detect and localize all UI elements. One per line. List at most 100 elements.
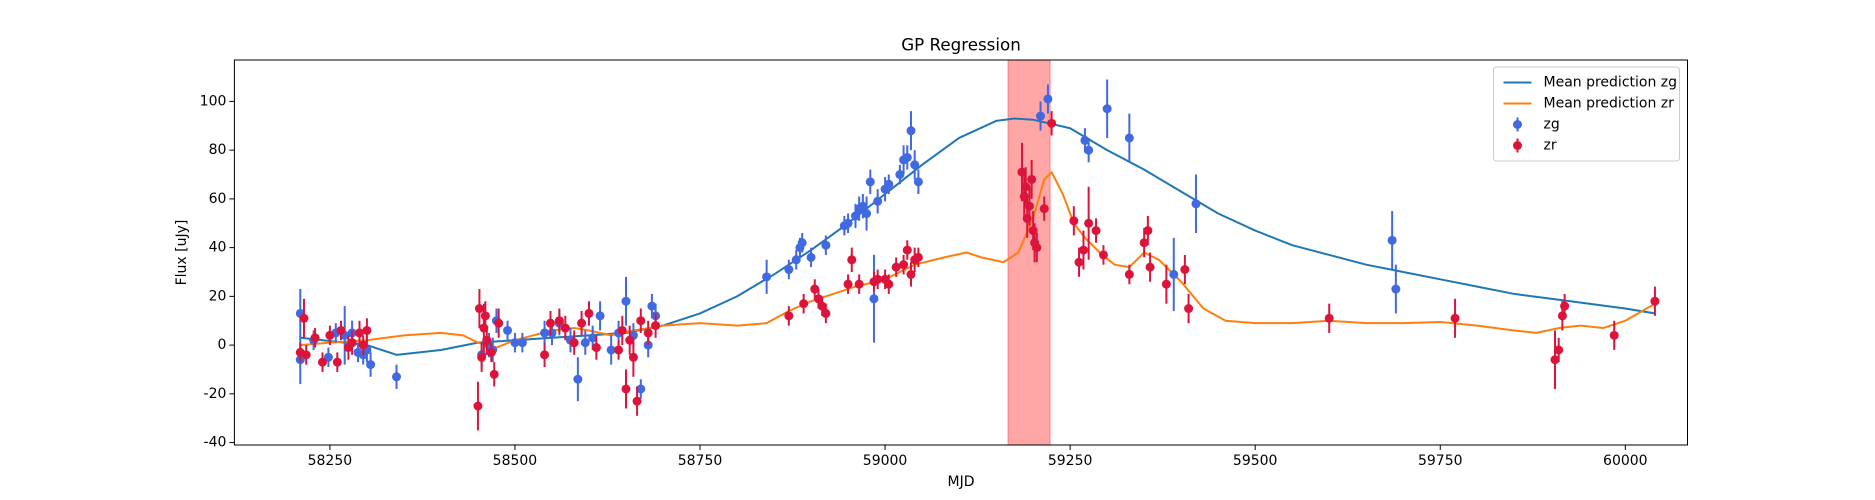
data-point xyxy=(347,338,357,348)
data-point xyxy=(510,338,520,348)
y-tick-label: 80 xyxy=(209,142,227,158)
data-point xyxy=(362,325,372,335)
data-point xyxy=(591,343,601,353)
data-point xyxy=(1387,235,1397,245)
data-point xyxy=(477,352,487,362)
mean-line xyxy=(300,117,1656,356)
data-point xyxy=(806,252,816,262)
highlight-span xyxy=(1007,60,1051,445)
data-point xyxy=(1084,218,1094,228)
y-tick-label: 20 xyxy=(209,288,227,304)
data-point xyxy=(503,325,513,335)
legend-label: zg xyxy=(1544,117,1560,133)
data-point xyxy=(858,201,868,211)
data-point xyxy=(540,350,550,360)
data-point xyxy=(1017,167,1027,177)
data-point xyxy=(1161,279,1171,289)
data-point xyxy=(614,345,624,355)
data-point xyxy=(643,328,653,338)
data-point xyxy=(358,340,368,350)
data-point xyxy=(1184,304,1194,314)
data-point xyxy=(862,209,872,219)
data-point xyxy=(479,323,489,333)
data-point xyxy=(1650,296,1660,306)
data-point xyxy=(1145,262,1155,272)
data-point xyxy=(1084,145,1094,155)
data-point xyxy=(355,328,365,338)
data-point xyxy=(332,357,342,367)
data-point xyxy=(474,304,484,314)
legend-label: zr xyxy=(1544,138,1557,154)
data-point xyxy=(913,177,923,187)
data-point xyxy=(891,262,901,272)
legend-swatch xyxy=(1513,141,1522,150)
data-point xyxy=(473,401,483,411)
data-point xyxy=(1124,269,1134,279)
data-point xyxy=(843,279,853,289)
data-point xyxy=(628,352,638,362)
data-point xyxy=(910,160,920,170)
data-point xyxy=(1450,313,1460,323)
chart-title: GP Regression xyxy=(901,35,1021,55)
data-point xyxy=(1032,243,1042,253)
data-point xyxy=(1022,213,1032,223)
data-point xyxy=(1124,133,1134,143)
data-point xyxy=(317,357,327,367)
data-point xyxy=(1091,226,1101,236)
legend-box xyxy=(1493,66,1680,162)
data-point xyxy=(1143,226,1153,236)
data-point xyxy=(821,308,831,318)
data-point xyxy=(1391,284,1401,294)
x-axis-label: MJD xyxy=(948,474,975,490)
legend-label: Mean prediction zg xyxy=(1544,75,1678,91)
data-point xyxy=(1554,345,1564,355)
data-point xyxy=(323,352,333,362)
data-point xyxy=(821,240,831,250)
data-point xyxy=(547,328,557,338)
data-point xyxy=(902,245,912,255)
data-point xyxy=(517,338,527,348)
x-tick-label: 59000 xyxy=(863,453,908,469)
y-tick-label: 100 xyxy=(200,93,227,109)
x-tick-label: 59500 xyxy=(1233,453,1278,469)
data-point xyxy=(480,311,490,321)
data-point xyxy=(1560,301,1570,311)
x-tick-label: 59250 xyxy=(1048,453,1093,469)
data-point xyxy=(850,211,860,221)
data-point xyxy=(325,330,335,340)
data-point xyxy=(854,279,864,289)
data-point xyxy=(310,333,320,343)
data-point xyxy=(843,218,853,228)
data-point xyxy=(617,325,627,335)
data-point xyxy=(784,311,794,321)
data-point xyxy=(584,308,594,318)
data-point xyxy=(1043,94,1053,104)
data-point xyxy=(606,345,616,355)
data-point xyxy=(913,252,923,262)
data-point xyxy=(489,369,499,379)
data-point xyxy=(906,126,916,136)
data-point xyxy=(797,238,807,248)
data-point xyxy=(336,325,346,335)
data-point xyxy=(569,338,579,348)
legend-label: Mean prediction zr xyxy=(1544,96,1675,112)
data-point xyxy=(817,301,827,311)
data-point xyxy=(906,269,916,279)
data-point xyxy=(625,335,635,345)
x-tick-label: 58750 xyxy=(678,453,723,469)
data-point xyxy=(1169,269,1179,279)
data-point xyxy=(621,384,631,394)
data-point xyxy=(595,311,605,321)
data-point xyxy=(1550,355,1560,365)
data-point xyxy=(301,350,311,360)
data-point xyxy=(1039,204,1049,214)
data-point xyxy=(762,272,772,282)
data-point xyxy=(577,318,587,328)
plot-area xyxy=(295,60,1660,445)
x-tick-label: 58250 xyxy=(308,453,353,469)
data-point xyxy=(1180,265,1190,275)
x-tick-label: 58500 xyxy=(493,453,538,469)
data-point xyxy=(1036,111,1046,121)
data-point xyxy=(651,321,661,331)
